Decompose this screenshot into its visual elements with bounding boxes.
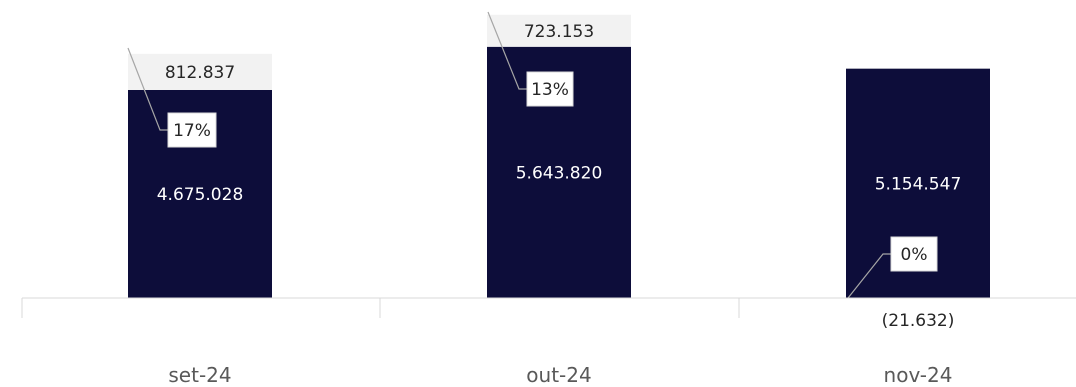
bar-increment-label-out-24: 723.153 <box>524 22 594 42</box>
bar-increment-set-24 <box>128 53 272 90</box>
leader-line-nov-24 <box>847 253 891 299</box>
leader-line-set-24 <box>127 47 168 131</box>
percent-callout-box-nov-24 <box>890 236 938 272</box>
percent-callout-box-set-24 <box>167 112 217 148</box>
bar-increment-label-set-24: 812.837 <box>165 63 235 83</box>
leader-line-out-24 <box>487 11 527 90</box>
bar-base-label-set-24: 4.675.028 <box>157 185 244 205</box>
percent-callout-label-out-24: 13% <box>531 80 569 100</box>
category-label-set-24: set-24 <box>168 363 231 387</box>
bar-increment-out-24 <box>487 14 631 47</box>
bar-base-label-out-24: 5.643.820 <box>516 163 603 183</box>
percent-callout-box-out-24 <box>526 71 574 107</box>
bar-base-label-nov-24: 5.154.547 <box>875 174 962 194</box>
category-label-nov-24: nov-24 <box>884 363 953 387</box>
percent-callout-label-set-24: 17% <box>173 121 211 141</box>
category-label-out-24: out-24 <box>526 363 591 387</box>
bar-increment-label-nov-24: (21.632) <box>882 311 955 331</box>
percent-callout-label-nov-24: 0% <box>901 245 928 265</box>
